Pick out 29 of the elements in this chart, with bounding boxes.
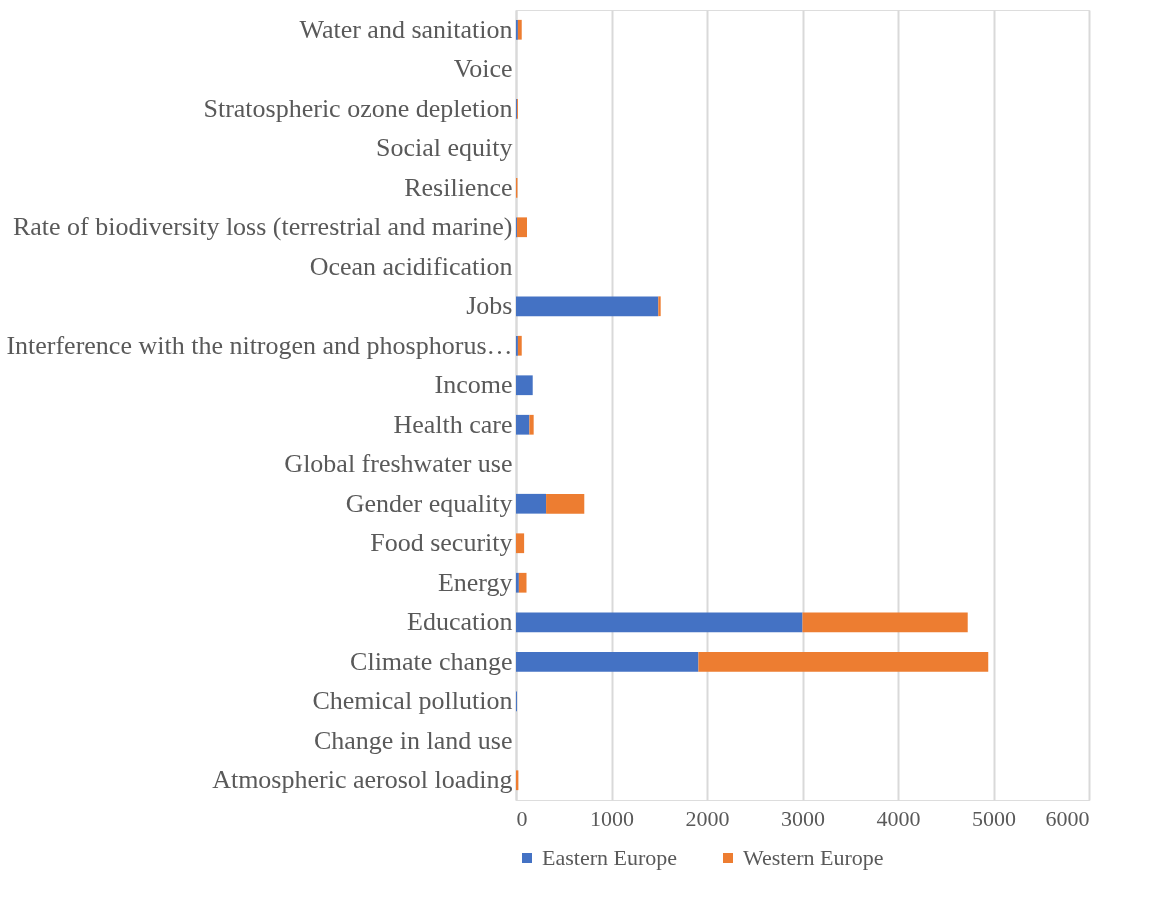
y-tick-label: Global freshwater use (284, 449, 513, 479)
y-tick-label: Voice (453, 54, 513, 84)
y-tick-label: Education (407, 607, 513, 637)
x-tick-label: 1000 (590, 805, 634, 831)
x-tick-label: 3000 (781, 805, 825, 831)
y-tick-label: Climate change (350, 646, 513, 676)
x-tick-label: 0 (516, 805, 528, 831)
legend-label: Western Europe (743, 845, 884, 870)
y-tick-label: Resilience (404, 172, 513, 202)
y-tick-label: Gender equality (345, 488, 513, 518)
y-tick-label: Jobs (466, 291, 513, 321)
y-tick-label: Water and sanitation (299, 14, 513, 44)
y-tick-label: Energy (437, 567, 513, 597)
y-tick-label: Income (434, 370, 513, 400)
y-tick-label: Ocean acidification (309, 251, 513, 281)
y-tick-label: Atmospheric aerosol loading (212, 765, 513, 795)
x-tick-label: 6000 (1045, 805, 1090, 831)
legend-label: Eastern Europe (542, 845, 677, 870)
x-tick-label: 4000 (876, 805, 921, 831)
y-tick-label: Social equity (376, 133, 513, 163)
y-tick-label: Change in land use (313, 725, 513, 755)
x-tick-label: 5000 (972, 805, 1016, 831)
y-tick-label: Chemical pollution (312, 686, 513, 716)
x-tick-label: 2000 (685, 805, 730, 831)
y-tick-label: Food security (370, 528, 513, 558)
y-tick-label: Stratospheric ozone depletion (203, 93, 513, 123)
y-tick-label: Rate of biodiversity loss (terrestrial and marine) (12, 212, 513, 242)
y-tick-label: Health care (393, 409, 513, 439)
y-tick-label: Interference with the nitrogen and phosphorus… (6, 330, 513, 360)
